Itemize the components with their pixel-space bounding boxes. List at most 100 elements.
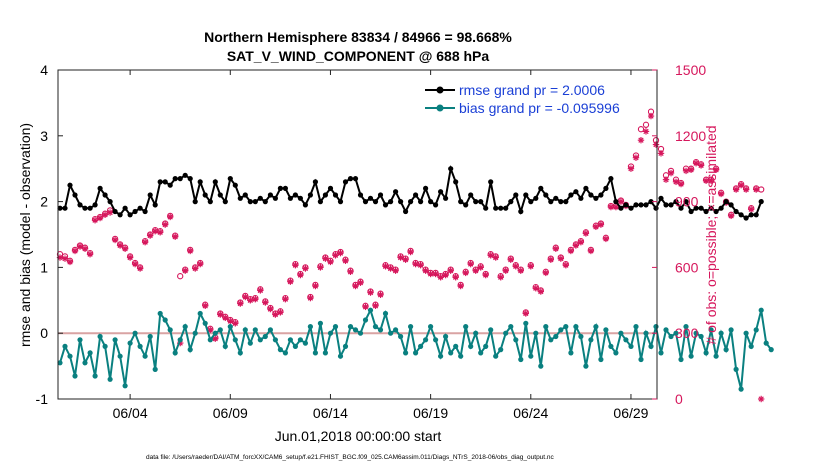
- asterisk-stroke: [718, 191, 724, 197]
- bias-point: [638, 356, 644, 363]
- asterisk-stroke: [92, 217, 98, 223]
- asterisk-stroke: [232, 320, 238, 326]
- bias-point: [743, 330, 749, 336]
- asterisk-stroke: [152, 228, 158, 234]
- rmse-point: [172, 176, 178, 182]
- rmse-point: [222, 199, 228, 205]
- rmse-point: [72, 192, 78, 198]
- rmse-point: [678, 205, 684, 211]
- obs-assimilated-point: [432, 270, 439, 278]
- asterisk-stroke: [77, 243, 83, 250]
- bias-point: [768, 347, 774, 353]
- rmse-series: [57, 164, 764, 221]
- obs-assimilated-point: [337, 249, 344, 257]
- rmse-point: [703, 208, 709, 215]
- obs-assimilated-point: [647, 112, 655, 120]
- plot-frame: [57, 69, 658, 400]
- obs-assimilated-point: [161, 221, 169, 228]
- bias-point: [553, 333, 559, 340]
- asterisk-stroke: [422, 268, 429, 274]
- bias-point: [102, 343, 108, 349]
- rmse-point: [97, 185, 103, 191]
- obs-assimilated-point: [307, 294, 314, 302]
- bias-point: [503, 330, 509, 336]
- asterisk-stroke: [127, 254, 133, 261]
- rmse-point: [498, 205, 504, 211]
- y-right-tick-label: 300: [675, 325, 699, 341]
- asterisk-stroke: [352, 283, 359, 289]
- obs-assimilated-point: [717, 190, 725, 198]
- bias-point: [347, 324, 354, 330]
- rmse-point: [733, 208, 739, 215]
- bias-point: [217, 327, 223, 333]
- rmse-point: [628, 205, 634, 211]
- rmse-point: [307, 192, 313, 198]
- rmse-point: [297, 195, 303, 201]
- rmse-point: [618, 205, 624, 211]
- bias-point: [678, 356, 684, 363]
- asterisk-stroke: [638, 137, 644, 143]
- rmse-point: [683, 199, 689, 205]
- obs-assimilated-point: [111, 236, 119, 244]
- bias-point: [763, 340, 769, 346]
- rmse-point: [458, 199, 464, 205]
- bias-point: [272, 337, 278, 343]
- bias-point: [643, 330, 649, 336]
- rmse-point: [408, 199, 414, 205]
- bias-point: [493, 353, 499, 359]
- obs-assimilated-point: [757, 395, 765, 403]
- asterisk-stroke: [518, 268, 524, 274]
- bias-point: [382, 310, 389, 317]
- rmse-point: [758, 199, 764, 205]
- asterisk-stroke: [72, 248, 78, 254]
- obs-assimilated-point: [532, 285, 539, 292]
- rmse-point: [673, 199, 679, 205]
- obs-assimilated-point: [141, 238, 149, 246]
- asterisk-stroke: [392, 268, 399, 274]
- asterisk-stroke: [132, 261, 138, 267]
- bias-point: [448, 350, 454, 356]
- legend-rmse-label: rmse grand pr = 2.0006: [459, 82, 605, 98]
- bias-point: [162, 317, 168, 323]
- obs-assimilated-point: [602, 235, 610, 243]
- obs-assimilated-point: [116, 242, 124, 249]
- bias-point: [528, 353, 534, 359]
- bias-point: [177, 337, 183, 343]
- obs-assimilated-point: [527, 263, 534, 270]
- obs-assimilated-point: [712, 166, 720, 173]
- bias-point: [342, 343, 349, 349]
- rmse-point: [578, 195, 584, 201]
- bias-point: [152, 366, 158, 372]
- asterisk-stroke: [603, 236, 609, 242]
- asterisk-stroke: [583, 230, 589, 237]
- bias-point: [242, 327, 248, 333]
- rmse-point: [558, 199, 564, 205]
- rmse-point: [403, 208, 409, 215]
- bias-point: [277, 347, 283, 353]
- rmse-point: [217, 192, 223, 198]
- rmse-point: [267, 192, 273, 198]
- asterisk-stroke: [442, 272, 449, 278]
- rmse-point: [247, 199, 253, 205]
- obs-assimilated-point: [146, 232, 154, 239]
- asterisk-stroke: [157, 229, 163, 235]
- obs-assimilated-series: [56, 112, 765, 403]
- asterisk-stroke: [222, 315, 228, 321]
- bias-point: [463, 324, 469, 330]
- rmse-point: [87, 205, 93, 211]
- bias-point: [182, 324, 188, 330]
- rmse-point: [232, 182, 238, 188]
- obs-assimilated-point: [71, 247, 79, 255]
- obs-assimilated-point: [752, 186, 760, 193]
- bias-point: [302, 340, 308, 346]
- asterisk-stroke: [743, 186, 749, 193]
- asterisk-stroke: [272, 311, 279, 318]
- bias-point: [72, 373, 78, 379]
- rmse-point: [117, 212, 123, 218]
- obs-assimilated-point: [227, 317, 234, 325]
- obs-assimilated-point: [642, 128, 650, 135]
- obs-assimilated-point: [522, 310, 529, 317]
- asterisk-stroke: [483, 272, 489, 278]
- chart-title-line2: SAT_V_WIND_COMPONENT @ 688 hPa: [227, 48, 490, 64]
- bias-point: [257, 337, 263, 343]
